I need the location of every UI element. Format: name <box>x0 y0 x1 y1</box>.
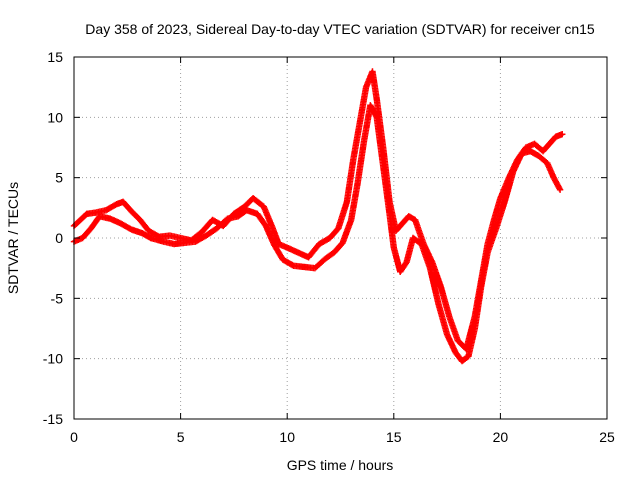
x-tick-label: 10 <box>279 429 295 445</box>
y-axis-label: SDTVAR / TECUs <box>5 182 21 294</box>
y-tick-label: 15 <box>47 49 63 65</box>
x-tick-label: 25 <box>599 429 615 445</box>
x-tick-label: 5 <box>177 429 185 445</box>
y-tick-label: 10 <box>47 109 63 125</box>
y-tick-label: -15 <box>43 411 63 427</box>
data-point <box>556 186 564 193</box>
x-axis-label: GPS time / hours <box>287 457 394 473</box>
y-tick-label: -10 <box>43 351 63 367</box>
x-tick-label: 20 <box>493 429 509 445</box>
y-tick-label: -5 <box>51 290 64 306</box>
y-tick-label: 0 <box>55 230 63 246</box>
x-tick-label: 0 <box>70 429 78 445</box>
data-point <box>559 131 566 138</box>
chart-title: Day 358 of 2023, Sidereal Day-to-day VTE… <box>85 21 595 37</box>
y-tick-label: 5 <box>55 170 63 186</box>
x-tick-label: 15 <box>386 429 402 445</box>
tick-layer: 0 5 10 15 20 25 -15 -10 -5 0 5 10 15 <box>43 49 615 445</box>
